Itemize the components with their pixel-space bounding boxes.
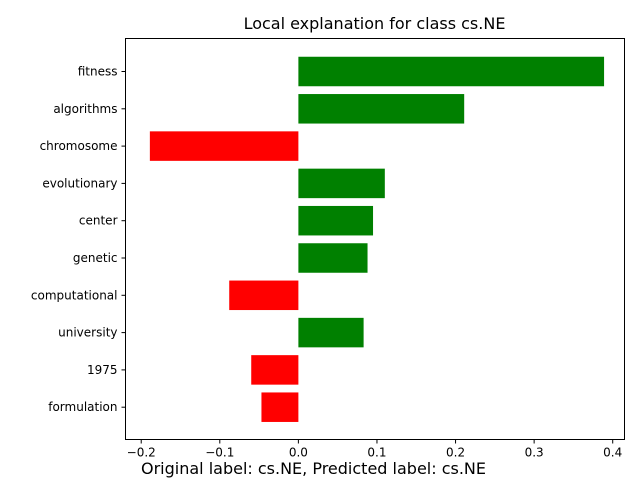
bar-formulation [261,392,299,422]
x-tick-label: −0.2 [127,446,156,460]
y-tick-label: fitness [78,65,118,79]
y-tick-label: genetic [73,251,118,265]
x-axis-ticks: −0.2 −0.1 0.0 0.1 0.2 0.3 0.4 [127,439,622,460]
x-tick-label: 0.0 [289,446,308,460]
chart-title: Local explanation for class cs.NE [244,14,506,33]
x-tick-label: −0.1 [205,446,234,460]
bar-university [298,317,364,348]
y-tick-label: university [58,326,117,340]
y-axis-ticks: fitness algorithms chromosome evolutionary c… [31,65,126,414]
x-tick-label: 0.2 [446,446,465,460]
bar-genetic [298,243,368,273]
y-tick-label: center [79,214,118,228]
bar-chromosome [149,131,299,161]
bar-algorithms [298,94,465,124]
bars-group [149,56,605,422]
bar-center [298,205,374,236]
y-tick-label: algorithms [53,102,117,116]
bar-1975 [251,355,299,385]
y-tick-label: chromosome [40,139,118,153]
y-tick-label: evolutionary [42,176,117,190]
x-tick-label: 0.4 [603,446,622,460]
plot-frame [125,38,625,440]
bar-evolutionary [298,168,385,199]
prediction-caption: Original label: cs.NE, Predicted label: … [141,459,486,478]
y-tick-label: 1975 [87,363,118,377]
bar-computational [229,280,299,311]
x-tick-label: 0.1 [367,446,386,460]
y-tick-label: formulation [48,400,117,414]
y-tick-label: computational [31,288,118,302]
bar-fitness [298,56,605,87]
x-tick-label: 0.3 [525,446,544,460]
